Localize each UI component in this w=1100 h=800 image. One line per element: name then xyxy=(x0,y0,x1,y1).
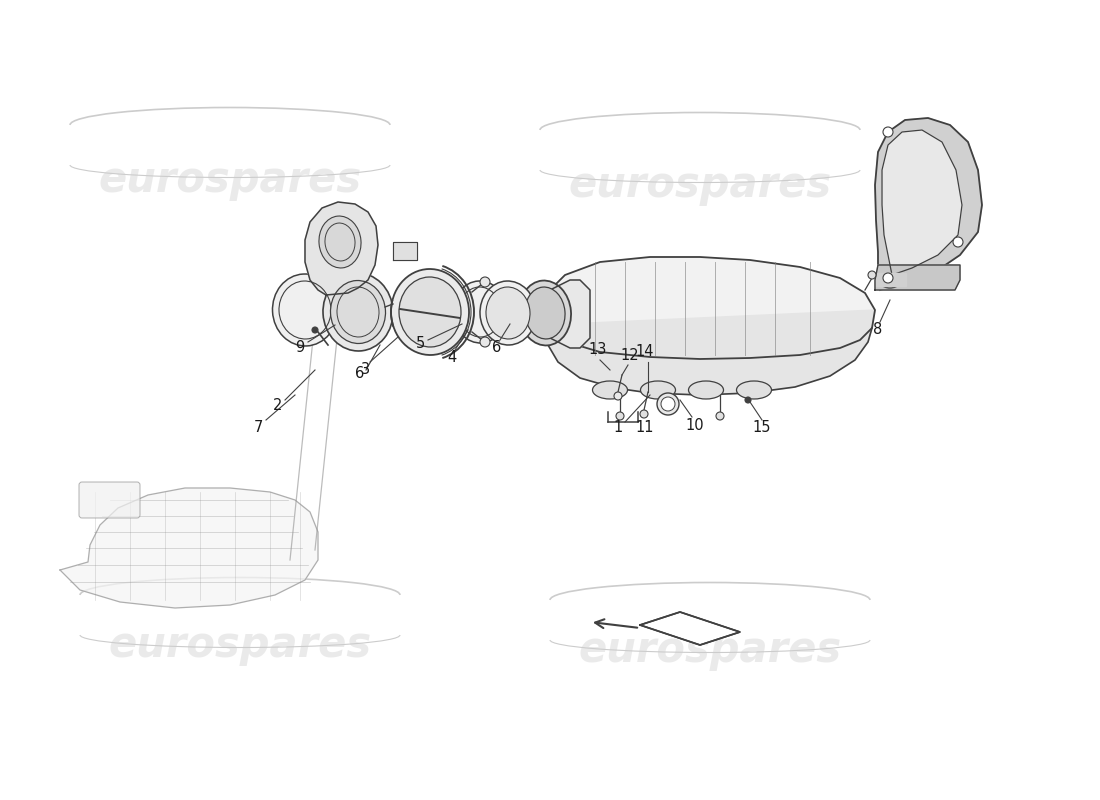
Circle shape xyxy=(883,127,893,137)
Ellipse shape xyxy=(330,281,385,343)
Ellipse shape xyxy=(480,277,490,287)
Ellipse shape xyxy=(453,281,507,343)
Text: 11: 11 xyxy=(636,421,654,435)
Circle shape xyxy=(745,397,751,403)
Text: eurospares: eurospares xyxy=(109,624,372,666)
Text: 12: 12 xyxy=(620,347,639,362)
Text: 3: 3 xyxy=(361,362,370,378)
Circle shape xyxy=(868,271,876,279)
Ellipse shape xyxy=(323,273,393,351)
Circle shape xyxy=(312,327,318,333)
Circle shape xyxy=(953,237,962,247)
Circle shape xyxy=(883,273,893,283)
Ellipse shape xyxy=(480,337,490,347)
Ellipse shape xyxy=(390,269,469,355)
Polygon shape xyxy=(544,310,874,395)
Text: 10: 10 xyxy=(685,418,704,433)
Text: 14: 14 xyxy=(636,345,654,359)
Text: eurospares: eurospares xyxy=(579,629,842,671)
Ellipse shape xyxy=(593,381,627,399)
Ellipse shape xyxy=(319,216,361,268)
Ellipse shape xyxy=(273,274,338,346)
Text: 1: 1 xyxy=(614,421,623,435)
Polygon shape xyxy=(540,257,874,359)
Polygon shape xyxy=(393,242,417,260)
Ellipse shape xyxy=(614,392,622,400)
Ellipse shape xyxy=(661,397,675,411)
FancyBboxPatch shape xyxy=(79,482,140,518)
Polygon shape xyxy=(640,612,740,645)
Text: 2: 2 xyxy=(273,398,283,413)
Polygon shape xyxy=(874,265,960,290)
Text: 5: 5 xyxy=(416,335,425,350)
Text: eurospares: eurospares xyxy=(98,159,362,201)
Ellipse shape xyxy=(716,412,724,420)
Ellipse shape xyxy=(689,381,724,399)
Text: eurospares: eurospares xyxy=(569,164,832,206)
Polygon shape xyxy=(874,273,906,286)
Text: 6: 6 xyxy=(493,339,502,354)
Ellipse shape xyxy=(519,281,571,346)
Ellipse shape xyxy=(399,277,461,347)
Text: 13: 13 xyxy=(588,342,607,358)
Ellipse shape xyxy=(525,287,565,339)
Text: 7: 7 xyxy=(253,421,263,435)
Text: 15: 15 xyxy=(752,419,771,434)
Circle shape xyxy=(640,410,648,418)
Ellipse shape xyxy=(480,281,536,345)
Ellipse shape xyxy=(486,287,530,339)
Polygon shape xyxy=(882,130,962,275)
Text: 8: 8 xyxy=(873,322,882,338)
Text: 9: 9 xyxy=(296,339,305,354)
Ellipse shape xyxy=(737,381,771,399)
Ellipse shape xyxy=(616,412,624,420)
Polygon shape xyxy=(60,488,318,608)
Text: 4: 4 xyxy=(448,350,456,366)
Text: 6: 6 xyxy=(355,366,364,381)
Ellipse shape xyxy=(640,381,675,399)
Ellipse shape xyxy=(657,393,679,415)
Polygon shape xyxy=(550,280,590,348)
Polygon shape xyxy=(305,202,378,295)
Polygon shape xyxy=(874,118,982,290)
